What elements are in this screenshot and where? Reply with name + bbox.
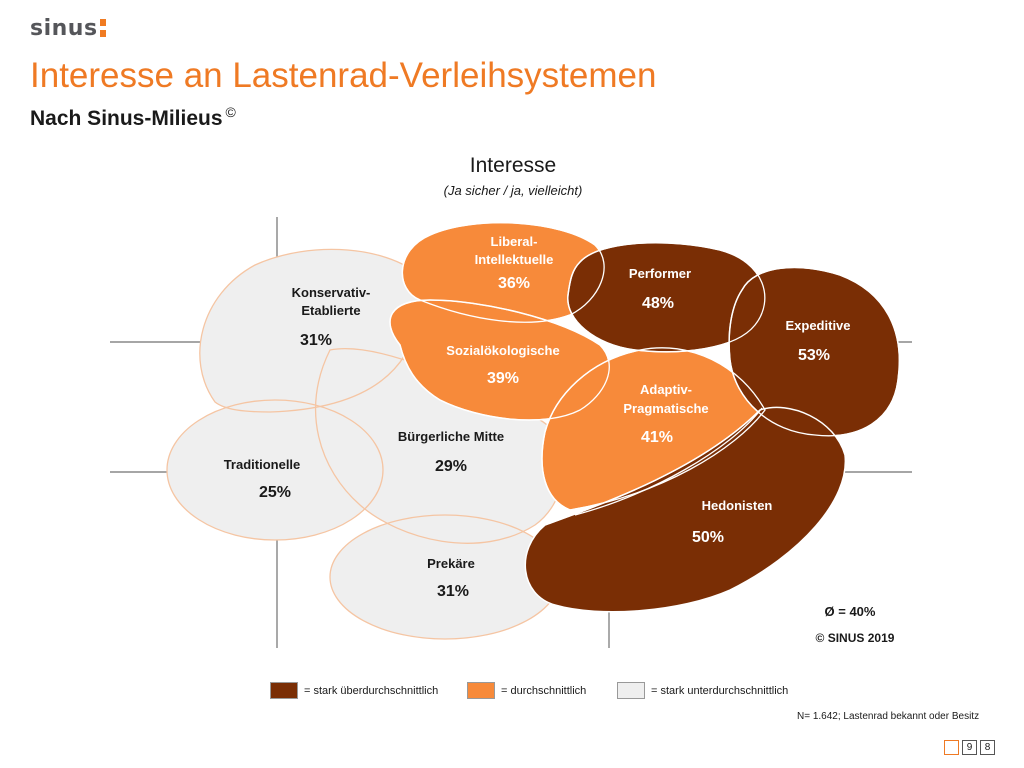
chart-title: Interesse — [470, 154, 556, 177]
legend-item-low: = stark unterdurchschnittlich — [617, 682, 788, 699]
label-liberal-line1: Liberal- — [491, 234, 538, 249]
overlap-outlines — [389, 222, 900, 526]
overlap-line — [401, 222, 605, 323]
legend-swatch-low — [617, 682, 645, 699]
shape-prekaere — [330, 515, 560, 639]
legend-item-high: = stark überdurchschnittlich — [270, 682, 438, 699]
value-prekaere: 31% — [437, 583, 469, 600]
legend-swatch-high — [270, 682, 298, 699]
overlap-line — [541, 347, 766, 511]
legend-label-high: = stark überdurchschnittlich — [304, 684, 439, 697]
label-adaptiv-line2: Pragmatische — [623, 401, 708, 416]
label-performer: Performer — [629, 266, 691, 281]
label-traditionelle: Traditionelle — [224, 457, 301, 472]
low-interest-shapes — [167, 249, 564, 639]
overlap-line — [574, 407, 763, 516]
value-liberal: 36% — [498, 275, 530, 292]
chart-subtitle: (Ja sicher / ja, vielleicht) — [444, 183, 583, 198]
overlap-line — [389, 299, 610, 421]
logo-dots-icon — [99, 19, 106, 37]
label-konservativ-line1: Konservativ- — [292, 285, 371, 300]
average-interest-shapes — [389, 221, 766, 511]
copyright-mark: © — [225, 104, 236, 120]
legend-label-average: = durchschnittlich — [501, 684, 587, 697]
label-adaptiv-line1: Adaptiv- — [640, 382, 692, 397]
value-traditionelle: 25% — [259, 484, 291, 501]
label-expeditive: Expeditive — [785, 318, 850, 333]
copyright-label: © SINUS 2019 — [816, 631, 895, 645]
value-sozial: 39% — [487, 370, 519, 387]
page-subtitle: Nach Sinus-Milieus © — [30, 104, 236, 130]
sample-note: N= 1.642; Lastenrad bekannt oder Besitz — [797, 711, 980, 722]
legend-swatch-average — [467, 682, 495, 699]
value-buergerliche: 29% — [435, 458, 467, 475]
label-sozial: Sozialökologische — [446, 343, 559, 358]
milieu-labels-light: Liberal- Intellektuelle 36% Sozialökolog… — [446, 234, 850, 546]
page-number-digit: 9 — [962, 740, 977, 755]
label-buergerliche: Bürgerliche Mitte — [398, 429, 504, 444]
label-prekaere: Prekäre — [427, 556, 475, 571]
legend-item-average: = durchschnittlich — [467, 682, 586, 699]
legend-label-low: = stark unterdurchschnittlich — [651, 684, 789, 697]
label-liberal-line2: Intellektuelle — [475, 252, 554, 267]
value-expeditive: 53% — [798, 347, 830, 364]
sinus-logo: sinus — [30, 16, 106, 41]
value-adaptiv: 41% — [641, 429, 673, 446]
average-label: Ø = 40% — [825, 604, 876, 619]
milieu-labels-dark: Konservativ- Etablierte 31% Traditionell… — [224, 285, 504, 600]
outline-traditionelle — [166, 399, 384, 541]
shape-buergerliche — [315, 348, 564, 544]
label-hedonisten: Hedonisten — [702, 498, 773, 513]
page-box-empty — [944, 740, 959, 755]
value-performer: 48% — [642, 295, 674, 312]
overlap-line — [544, 409, 761, 526]
value-hedonisten: 50% — [692, 529, 724, 546]
overlap-line — [728, 266, 900, 437]
page-number-digit: 8 — [980, 740, 995, 755]
page-title: Interesse an Lastenrad-Verleihsystemen — [30, 56, 657, 95]
value-konservativ: 31% — [300, 332, 332, 349]
label-konservativ-line2: Etablierte — [301, 303, 360, 318]
